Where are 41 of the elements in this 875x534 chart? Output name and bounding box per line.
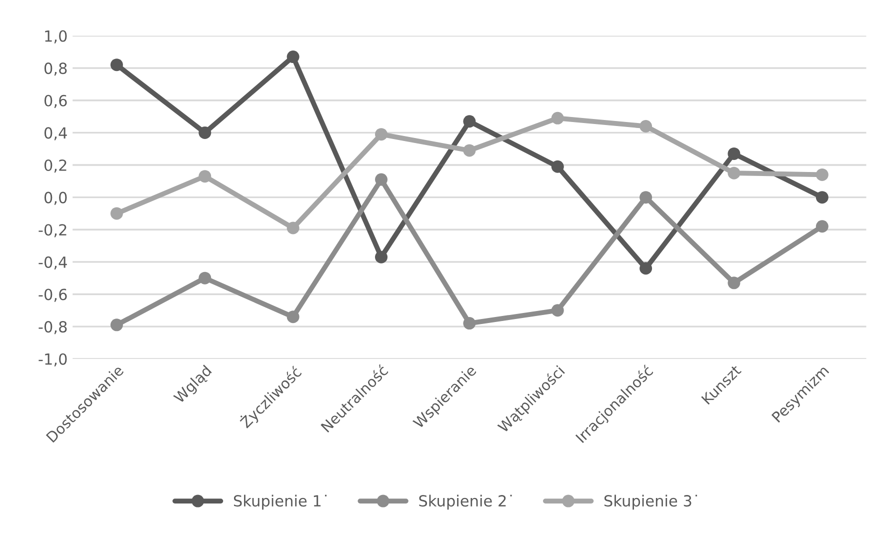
- point: [728, 276, 740, 290]
- point: [640, 191, 652, 204]
- point: [728, 147, 740, 160]
- y-tick-label: 0,6: [44, 94, 67, 108]
- y-tick-label: 0,0: [44, 192, 67, 205]
- y-tick-label: -0,4: [38, 256, 67, 270]
- point: [816, 168, 828, 181]
- point: [198, 126, 212, 139]
- point: [551, 112, 564, 124]
- point: [198, 272, 212, 284]
- point: [640, 120, 652, 132]
- point: [463, 115, 476, 128]
- point: [375, 173, 388, 186]
- point: [728, 166, 740, 180]
- point: [110, 318, 123, 332]
- point: [286, 310, 300, 324]
- legend-label: Skupienie 3˙: [604, 494, 698, 510]
- point: [640, 262, 652, 275]
- point: [816, 220, 828, 233]
- y-tick-label: -0,6: [38, 288, 67, 302]
- legend-label: Skupienie 2˙: [419, 494, 512, 510]
- point: [463, 317, 476, 330]
- y-tick-label: -1,0: [38, 353, 67, 366]
- point: [375, 128, 388, 141]
- y-tick-label: 1,0: [45, 30, 67, 44]
- point: [375, 250, 388, 264]
- point: [110, 58, 123, 72]
- point: [198, 170, 212, 183]
- point: [286, 222, 300, 234]
- point: [286, 50, 300, 64]
- point: [110, 207, 123, 220]
- point: [816, 191, 828, 204]
- point: [551, 160, 564, 173]
- y-tick-label: 0,2: [44, 159, 66, 173]
- point: [463, 144, 476, 157]
- point: [551, 304, 564, 317]
- y-tick-label: 0,8: [44, 62, 67, 76]
- y-tick-label: 0,4: [44, 127, 67, 140]
- y-tick-label: -0,2: [38, 224, 66, 238]
- legend-label: Skupienie 1˙: [234, 494, 327, 510]
- y-tick-label: -0,8: [38, 321, 67, 334]
